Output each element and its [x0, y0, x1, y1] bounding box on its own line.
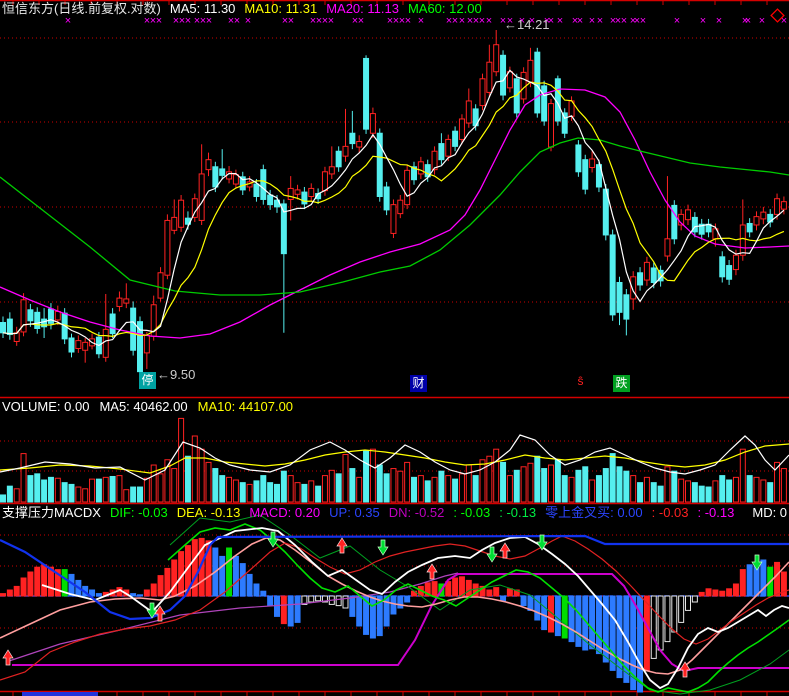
svg-text:×: × [393, 15, 399, 27]
svg-text:×: × [634, 15, 640, 27]
dn-value: DN: -0.52 [388, 505, 445, 520]
volume-value: VOLUME: 0.00 [2, 399, 90, 414]
svg-text:×: × [418, 15, 424, 27]
high-price-annotation: ←14.21 [504, 17, 550, 32]
volume-ma5-value: MA5: 40462.00 [99, 399, 188, 414]
svg-text:×: × [179, 15, 185, 27]
finance-news-badge[interactable]: 财 [410, 375, 427, 392]
svg-text:×: × [548, 15, 554, 27]
svg-text:×: × [358, 15, 364, 27]
svg-text:×: × [621, 15, 627, 27]
aux-value-2: : -0.13 [499, 505, 537, 520]
scrollbar-thumb[interactable] [22, 692, 98, 696]
svg-text:×: × [206, 15, 212, 27]
aux-value-1: : -0.03 [453, 505, 491, 520]
svg-text:×: × [519, 15, 525, 27]
svg-text:×: × [156, 15, 162, 27]
svg-text:×: × [399, 15, 405, 27]
svg-text:×: × [144, 15, 150, 27]
trade-halt-badge[interactable]: 停 [139, 372, 156, 389]
ma60-value: MA60: 12.00 [407, 1, 482, 16]
svg-text:×: × [486, 15, 492, 27]
svg-text:×: × [529, 15, 535, 27]
title-bar: 恒信东方(日线.前复权.对数) MA5: 11.30 MA10: 11.31 M… [2, 1, 482, 16]
svg-text:×: × [288, 15, 294, 27]
svg-text:×: × [577, 15, 583, 27]
macd-value: MACD: 0.20 [249, 505, 321, 520]
svg-text:×: × [405, 15, 411, 27]
indicator-name[interactable]: 支撑压力MACDX [2, 505, 101, 520]
md-value: MD: 0 [752, 505, 788, 520]
svg-text:×: × [446, 15, 452, 27]
svg-text:×: × [742, 15, 748, 27]
svg-text:×: × [557, 15, 563, 27]
svg-text:×: × [322, 15, 328, 27]
svg-text:×: × [674, 15, 680, 27]
svg-text:×: × [328, 15, 334, 27]
svg-text:×: × [467, 15, 473, 27]
svg-text:×: × [479, 15, 485, 27]
svg-text:×: × [245, 15, 251, 27]
svg-text:×: × [507, 15, 513, 27]
svg-text:×: × [316, 15, 322, 27]
volume-ma10-value: MA10: 44107.00 [197, 399, 294, 414]
svg-text:×: × [597, 15, 603, 27]
svg-text:×: × [640, 15, 646, 27]
dif-value: DIF: -0.03 [109, 505, 168, 520]
svg-text:×: × [473, 15, 479, 27]
dea-value: DEA: -0.13 [176, 505, 241, 520]
svg-text:×: × [185, 15, 191, 27]
svg-text:×: × [65, 15, 71, 27]
svg-text:×: × [544, 15, 550, 27]
svg-text:×: × [352, 15, 358, 27]
svg-text:×: × [759, 15, 765, 27]
svg-text:×: × [500, 15, 506, 27]
svg-text:×: × [781, 15, 787, 27]
svg-text:×: × [452, 15, 458, 27]
ma20-value: MA20: 11.13 [326, 1, 399, 16]
svg-text:×: × [282, 15, 288, 27]
ma5-value: MA5: 11.30 [169, 1, 236, 16]
ma10-value: MA10: 11.31 [244, 1, 318, 16]
svg-text:×: × [387, 15, 393, 27]
sell-signal-icon[interactable]: ŝ [577, 374, 584, 388]
svg-text:×: × [589, 15, 595, 27]
svg-text:×: × [716, 15, 722, 27]
svg-text:×: × [200, 15, 206, 27]
symbol-title: 恒信东方(日线.前复权.对数) [2, 1, 161, 16]
svg-text:×: × [310, 15, 316, 27]
indicator-header: 支撑压力MACDX DIF: -0.03 DEA: -0.13 MACD: 0.… [2, 505, 787, 520]
svg-text:×: × [234, 15, 240, 27]
price-fall-badge[interactable]: 跌 [613, 375, 630, 392]
svg-text:×: × [173, 15, 179, 27]
up-value: UP: 0.35 [329, 505, 380, 520]
aux-value-3: : -0.03 [651, 505, 689, 520]
svg-text:×: × [630, 15, 636, 27]
golden-cross-value: 零上金叉买: 0.00 [545, 505, 643, 520]
svg-text:×: × [745, 15, 751, 27]
svg-text:×: × [615, 15, 621, 27]
svg-text:×: × [700, 15, 706, 27]
svg-text:×: × [228, 15, 234, 27]
aux-value-4: : -0.13 [697, 505, 735, 520]
svg-text:×: × [194, 15, 200, 27]
svg-text:×: × [150, 15, 156, 27]
svg-text:×: × [572, 15, 578, 27]
svg-text:×: × [610, 15, 616, 27]
low-price-annotation: ←9.50 [157, 367, 196, 382]
svg-text:×: × [459, 15, 465, 27]
volume-header: VOLUME: 0.00 MA5: 40462.00 MA10: 44107.0… [2, 399, 293, 414]
